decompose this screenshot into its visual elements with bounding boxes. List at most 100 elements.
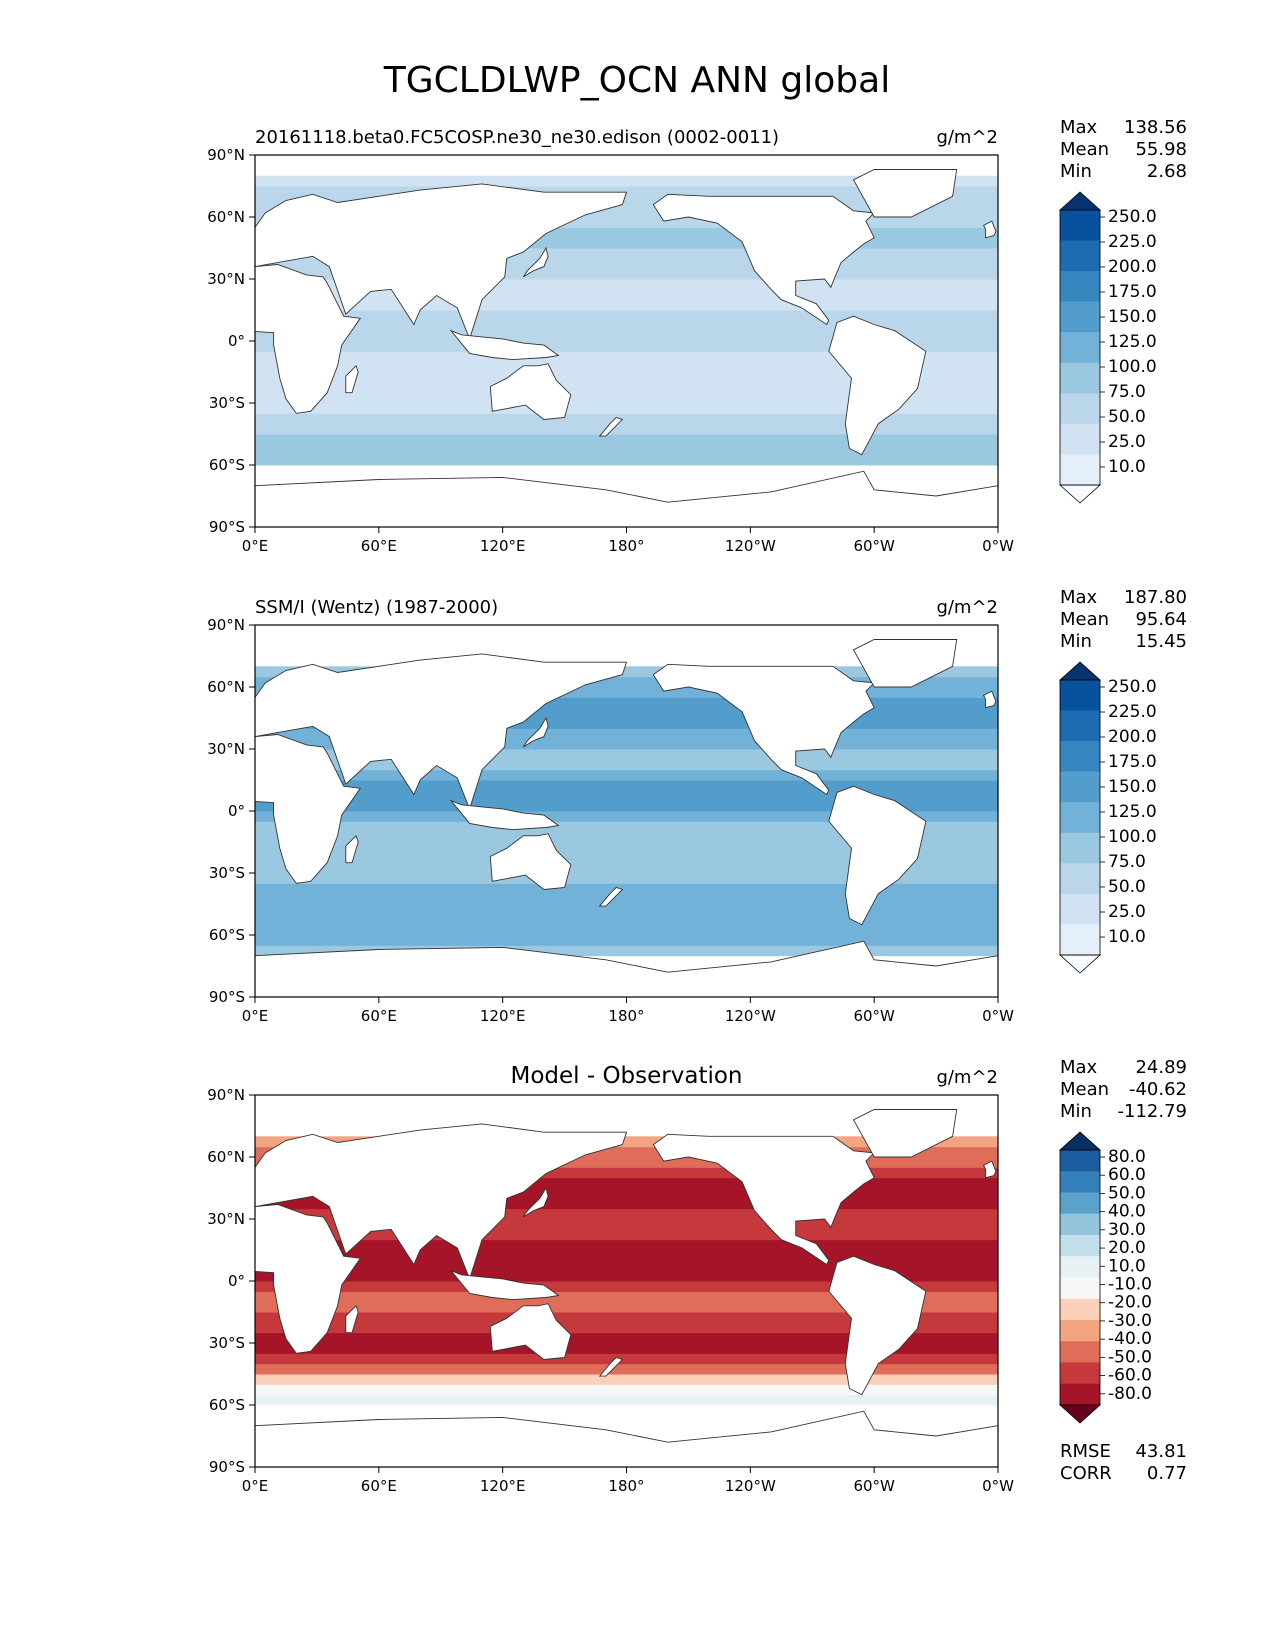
x-tick-label: 120°W	[725, 1477, 776, 1495]
colorbar-swatch	[1060, 1341, 1100, 1363]
field-band	[255, 738, 998, 750]
x-tick-label: 60°E	[361, 537, 397, 555]
colorbar-extend-top	[1058, 1131, 1102, 1151]
y-tick-label: 60°S	[209, 456, 245, 474]
field-band	[255, 1312, 998, 1323]
colorbar-label: 175.0	[1108, 752, 1157, 772]
colorbar-label: 250.0	[1108, 207, 1157, 227]
colorbar-swatch	[1060, 924, 1100, 956]
colorbar-label: 125.0	[1108, 802, 1157, 822]
colorbar-swatch	[1060, 423, 1100, 455]
colorbar-label: 250.0	[1108, 677, 1157, 697]
colorbar-swatch	[1060, 1235, 1100, 1257]
y-tick-label: 30°N	[207, 740, 245, 758]
field-band	[255, 1250, 998, 1261]
colorbar-swatch	[1060, 332, 1100, 364]
field-band	[255, 749, 998, 760]
land-nz	[598, 886, 624, 907]
colorbar-swatch	[1060, 454, 1100, 486]
land-australia	[489, 833, 572, 890]
field-band	[255, 1239, 998, 1251]
colorbar-label: 80.0	[1108, 1147, 1146, 1167]
field-band	[255, 1384, 998, 1396]
field-band	[255, 413, 998, 425]
x-tick-label: 60°E	[361, 1007, 397, 1025]
field-band	[255, 707, 998, 719]
colorbar-swatch	[1060, 832, 1100, 864]
field-band	[255, 666, 998, 678]
field-band	[255, 1301, 998, 1313]
colorbar-frame	[1059, 209, 1101, 486]
field-band	[255, 790, 998, 802]
land-japan	[522, 716, 549, 748]
field-band	[255, 196, 998, 208]
field-band	[255, 935, 998, 946]
colorbar-label: 150.0	[1108, 307, 1157, 327]
field-band	[255, 904, 998, 915]
field-band	[255, 1343, 998, 1354]
panel-title: SSM/I (Wentz) (1987-2000)	[255, 597, 498, 618]
field-band	[255, 1188, 998, 1199]
field-band	[255, 1281, 998, 1292]
x-tick-label: 0°E	[242, 1477, 269, 1495]
field-band	[255, 1136, 998, 1148]
field-band	[255, 924, 998, 936]
land-indonesia	[449, 1269, 560, 1301]
y-tick-label: 0°	[228, 332, 245, 350]
panel-observation: 0°E 60°E 120°E 180° 120°W 60°W 0°W 90°N 60°N 30°N…	[207, 587, 1187, 1025]
stat-value: -112.79	[1118, 1101, 1187, 1122]
field-band	[255, 883, 998, 895]
land-namerica	[652, 1133, 876, 1266]
colorbar-label: 75.0	[1108, 382, 1146, 402]
field-band	[255, 852, 998, 864]
colorbar-swatch	[1060, 1320, 1100, 1342]
colorbar-label: 75.0	[1108, 852, 1146, 872]
colorbar-label: 225.0	[1108, 702, 1157, 722]
land-australia	[489, 363, 572, 420]
panel-title: 20161118.beta0.FC5COSP.ne30_ne30.edison …	[255, 127, 779, 148]
colorbar-extend-top	[1058, 661, 1102, 681]
land-japan	[522, 1186, 549, 1218]
field-band	[255, 279, 998, 290]
field-band	[255, 831, 998, 843]
land-samerica	[828, 1255, 927, 1396]
x-tick-label: 120°E	[480, 1007, 526, 1025]
land-greenland	[852, 169, 958, 218]
colorbar-label: 60.0	[1108, 1165, 1146, 1185]
field-band	[255, 759, 998, 771]
field-band	[255, 1177, 998, 1189]
land-madagascar	[345, 834, 359, 864]
x-tick-label: 0°E	[242, 1007, 269, 1025]
x-tick-label: 0°W	[982, 537, 1014, 555]
panel-difference: 0°E 60°E 120°E 180° 120°W 60°W 0°W 90°N 60°N 30°N…	[207, 1057, 1187, 1495]
field-band	[255, 1167, 998, 1179]
colorbar-swatch	[1060, 710, 1100, 742]
colorbar-label: -60.0	[1108, 1366, 1152, 1386]
y-tick-label: 60°N	[207, 1148, 245, 1166]
land-antarctica	[255, 470, 998, 527]
field-band	[255, 237, 998, 249]
x-tick-label: 120°E	[480, 1477, 526, 1495]
colorbar-swatch	[1060, 1171, 1100, 1193]
y-tick-label: 30°S	[209, 864, 245, 882]
stat-value: 15.45	[1135, 631, 1187, 652]
land-indonesia	[449, 799, 560, 831]
y-tick-label: 90°S	[209, 518, 245, 536]
field-band	[255, 728, 998, 740]
field-band	[255, 821, 998, 833]
colorbar-swatch	[1060, 1362, 1100, 1385]
field-band	[255, 1332, 998, 1344]
land-namerica	[652, 663, 876, 796]
stat-label: RMSE	[1060, 1441, 1111, 1462]
field-band	[255, 769, 998, 781]
y-tick-label: 30°S	[209, 1334, 245, 1352]
data-field-difference	[255, 1095, 998, 1467]
data-field-model	[255, 155, 998, 527]
land-uk	[983, 220, 997, 239]
field-band	[255, 361, 998, 373]
land-uk	[983, 690, 997, 709]
field-band	[255, 403, 998, 414]
stat-label: Max	[1060, 117, 1098, 138]
panel-units: g/m^2	[936, 127, 998, 148]
colorbar-label: 100.0	[1108, 827, 1157, 847]
